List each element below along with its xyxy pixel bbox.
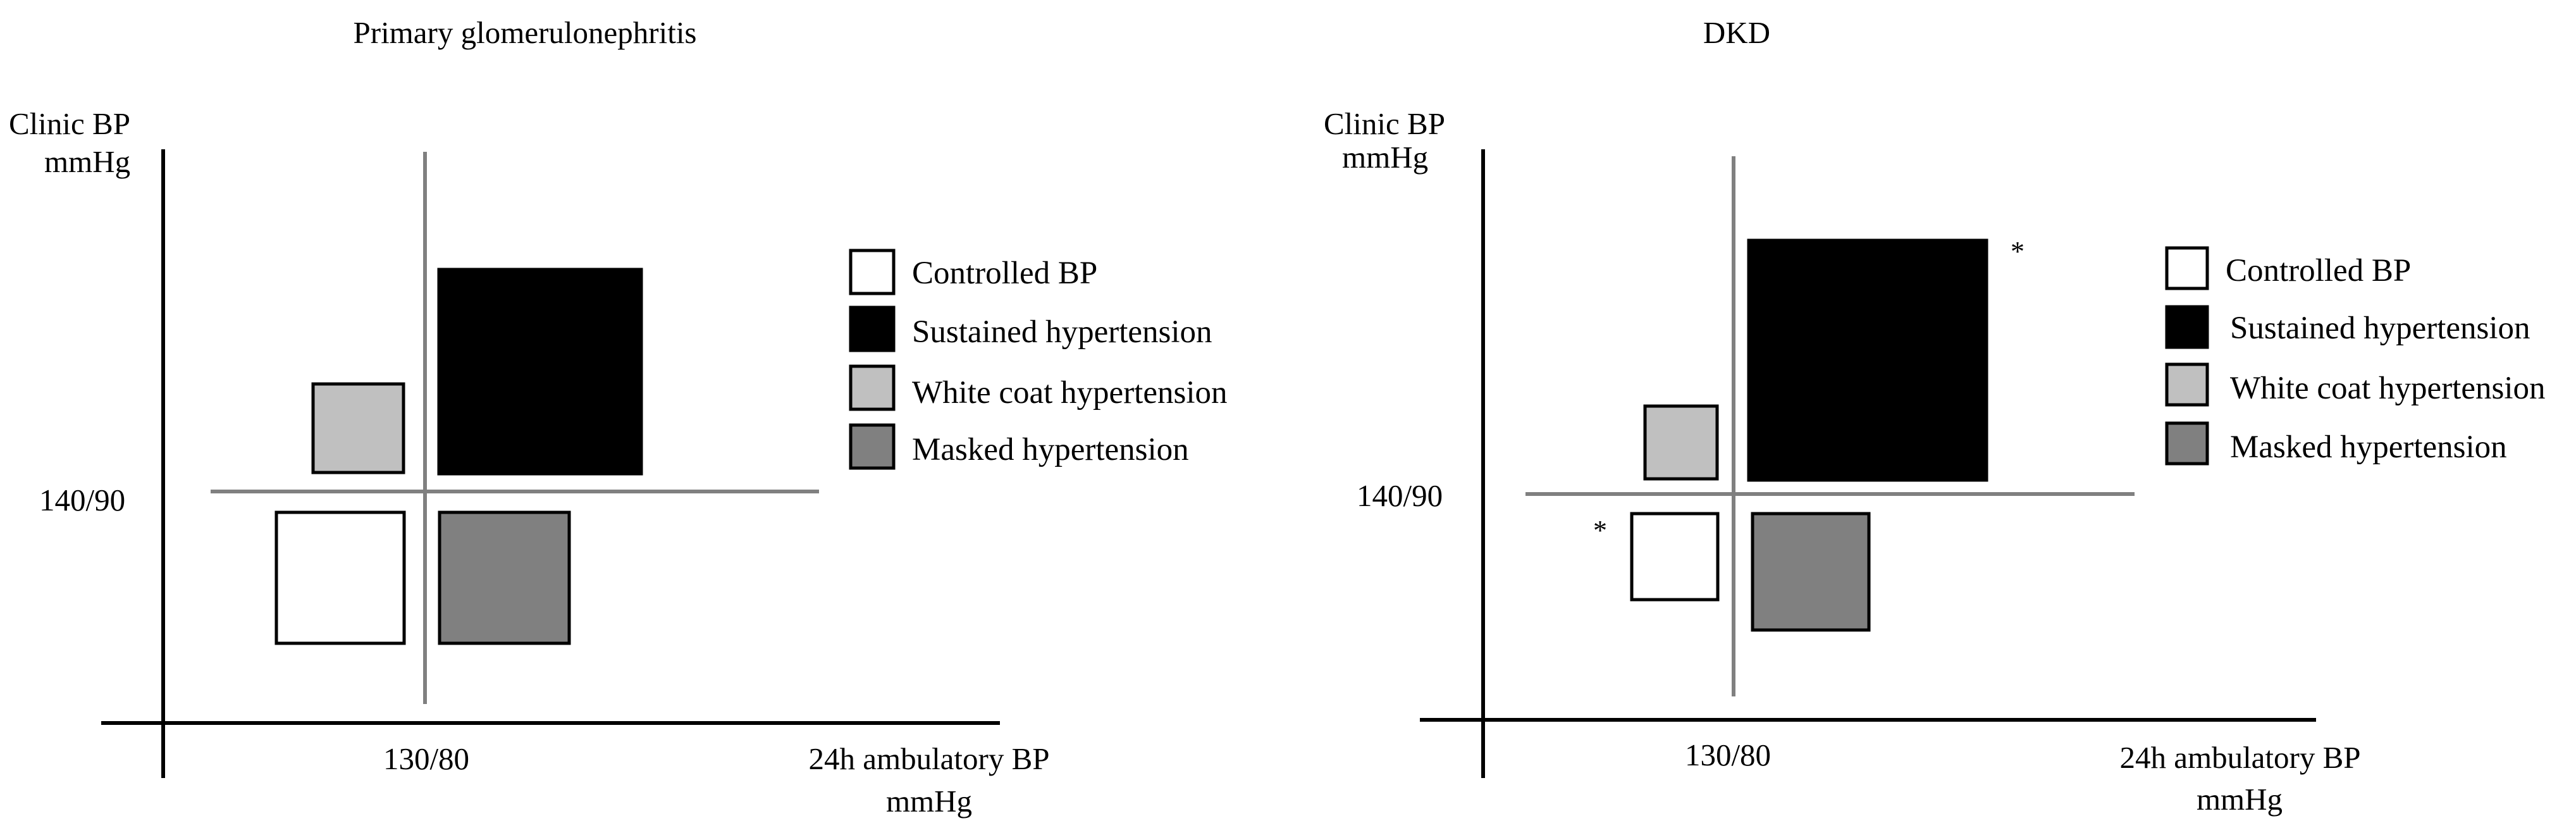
y-axis-unit: mmHg xyxy=(1342,140,1428,175)
panel-dkd: DKD Clinic BP mmHg 140/90 130/80 24h amb… xyxy=(1324,15,2546,817)
controlled-significance-asterisk: * xyxy=(1593,515,1607,546)
legend-swatch-white-coat xyxy=(2165,362,2209,407)
legend-swatch-controlled xyxy=(849,249,896,295)
masked-hypertension-box xyxy=(438,510,571,645)
clinic-threshold-label: 140/90 xyxy=(1357,478,1443,513)
x-axis-unit: mmHg xyxy=(886,784,972,819)
controlled-bp-box xyxy=(274,510,406,645)
legend-label-white-coat: White coat hypertension xyxy=(912,375,1228,411)
white-coat-hypertension-box xyxy=(311,382,405,474)
y-axis-label: Clinic BP xyxy=(9,106,130,141)
panel-primary-glomerulonephritis: Primary glomerulonephritis Clinic BP mmH… xyxy=(9,15,1228,819)
legend-swatch-white-coat xyxy=(849,364,896,411)
legend-swatch-masked xyxy=(849,423,896,470)
ambulatory-threshold-label: 130/80 xyxy=(1685,738,1771,772)
sustained-significance-asterisk: * xyxy=(2011,236,2024,267)
legend-label-white-coat: White coat hypertension xyxy=(2230,371,2546,406)
legend-label-masked: Masked hypertension xyxy=(2230,429,2507,465)
panel-title: DKD xyxy=(1703,15,1770,50)
legend: Controlled BP Sustained hypertension Whi… xyxy=(849,249,1228,470)
controlled-bp-box xyxy=(1630,512,1720,602)
legend-swatch-controlled xyxy=(2165,246,2209,290)
legend-label-controlled: Controlled BP xyxy=(912,256,1097,291)
legend-label-sustained: Sustained hypertension xyxy=(912,314,1212,350)
y-axis-label: Clinic BP xyxy=(1324,106,1445,141)
x-axis-unit: mmHg xyxy=(2197,782,2283,817)
y-axis-unit: mmHg xyxy=(44,144,130,179)
white-coat-hypertension-box xyxy=(1643,404,1719,481)
legend-label-masked: Masked hypertension xyxy=(912,432,1189,467)
masked-hypertension-box xyxy=(1751,512,1871,632)
legend-swatch-sustained xyxy=(2165,305,2209,349)
x-axis-label: 24h ambulatory BP xyxy=(808,741,1049,776)
legend-label-sustained: Sustained hypertension xyxy=(2230,311,2530,346)
legend-label-controlled: Controlled BP xyxy=(2226,253,2411,288)
panel-title: Primary glomerulonephritis xyxy=(354,15,697,50)
ambulatory-threshold-label: 130/80 xyxy=(383,741,469,776)
x-axis-label: 24h ambulatory BP xyxy=(2119,740,2360,775)
sustained-hypertension-box xyxy=(437,268,643,476)
sustained-hypertension-box xyxy=(1747,238,1988,482)
clinic-threshold-label: 140/90 xyxy=(39,483,125,517)
legend-swatch-masked xyxy=(2165,421,2209,466)
legend: Controlled BP Sustained hypertension Whi… xyxy=(2165,246,2546,466)
legend-swatch-sustained xyxy=(849,306,896,352)
